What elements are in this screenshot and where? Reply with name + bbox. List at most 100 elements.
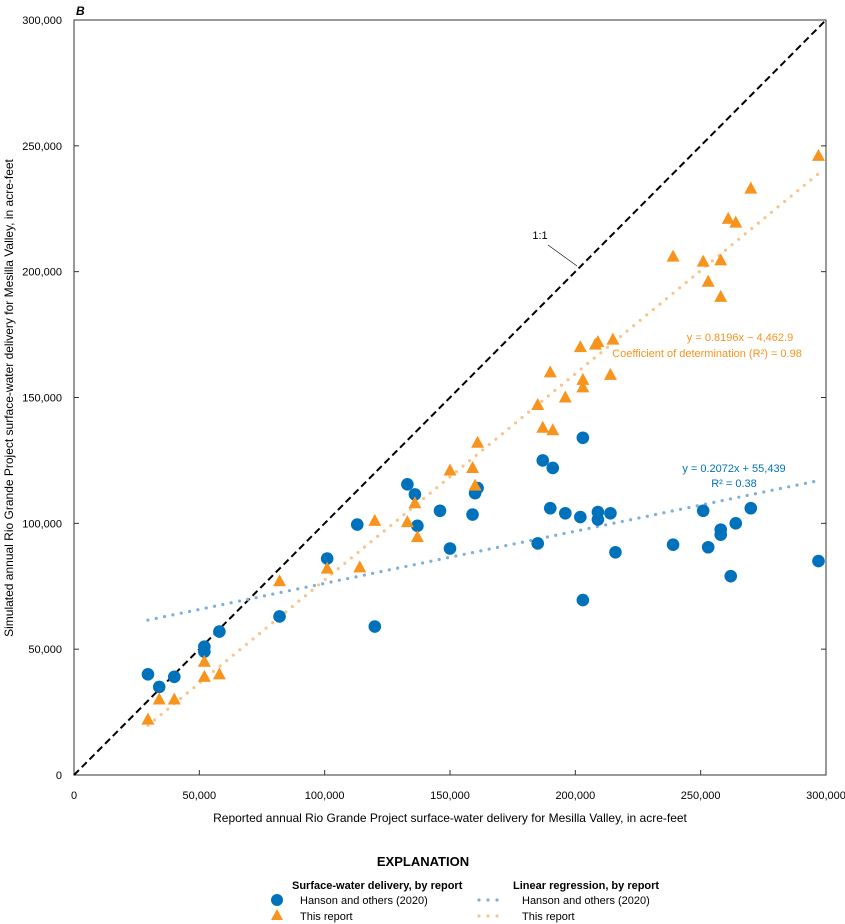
- regression-line: [146, 479, 821, 622]
- data-point-circle: [666, 538, 680, 552]
- data-point-circle: [609, 545, 622, 559]
- data-point-circle: [576, 431, 590, 445]
- legend-title: EXPLANATION: [377, 854, 469, 869]
- data-point-circle: [320, 552, 334, 565]
- data-point-triangle: [408, 496, 422, 509]
- data-point-circle: [198, 645, 211, 658]
- x-tick-label: 200,000: [555, 790, 595, 802]
- y-tick-label: 300,000: [22, 15, 62, 27]
- data-point-triangle: [531, 398, 545, 411]
- legend-triangle-marker: [271, 909, 283, 920]
- data-point-triangle: [141, 712, 155, 725]
- data-point-circle: [559, 506, 572, 520]
- data-point-triangle: [714, 289, 728, 302]
- x-tick-label: 150,000: [430, 790, 470, 802]
- data-point-circle: [350, 518, 364, 531]
- data-point-circle: [701, 540, 715, 554]
- data-point-circle: [443, 542, 457, 555]
- blue-equation: y = 0.2072x + 55,439: [682, 463, 785, 475]
- legend-markers-heading: Surface-water delivery, by report: [292, 880, 463, 892]
- data-point-circle: [543, 501, 557, 515]
- data-point-triangle: [167, 692, 181, 705]
- data-point-circle: [714, 528, 728, 541]
- data-point-triangle: [811, 148, 825, 161]
- data-point-circle: [167, 670, 181, 684]
- y-tick-label: 250,000: [22, 141, 62, 153]
- y-tick-label: 0: [56, 770, 62, 782]
- data-point-triangle: [558, 390, 572, 403]
- data-point-circle: [536, 454, 550, 467]
- data-point-circle: [408, 488, 422, 501]
- data-point-triangle: [729, 215, 743, 228]
- data-point-triangle: [576, 372, 590, 385]
- data-point-circle: [213, 625, 226, 638]
- data-point-triangle: [543, 365, 557, 378]
- data-point-circle: [466, 508, 479, 521]
- x-tick-label: 250,000: [681, 790, 721, 802]
- legend-orange-dotted-line: [477, 914, 499, 918]
- legend-entry-hanson-line: Hanson and others (2020): [522, 895, 650, 907]
- legend-entry-this-report-markers: This report: [300, 911, 353, 923]
- x-tick-label: 50,000: [183, 790, 217, 802]
- data-point-triangle: [152, 692, 166, 705]
- y-tick-label: 50,000: [28, 644, 62, 656]
- data-point-triangle: [471, 435, 485, 448]
- panel-label: B: [76, 4, 85, 18]
- data-point-circle: [531, 537, 545, 550]
- data-point-circle: [401, 478, 414, 491]
- data-point-circle: [812, 554, 825, 568]
- data-point-circle: [152, 680, 166, 694]
- data-point-triangle: [536, 420, 550, 433]
- one-to-one-line: [73, 19, 827, 776]
- data-point-circle: [411, 519, 424, 533]
- data-point-triangle: [400, 515, 414, 528]
- one-to-one-leader: [547, 244, 578, 267]
- data-point-triangle: [701, 274, 715, 287]
- legend-circle-marker: [271, 894, 283, 906]
- data-point-triangle: [573, 340, 587, 353]
- data-point-triangle: [443, 463, 457, 476]
- data-point-circle: [729, 517, 743, 530]
- data-point-circle: [576, 593, 590, 607]
- data-point-circle: [273, 610, 286, 623]
- x-tick-label: 100,000: [305, 790, 345, 802]
- orange-r2: Coefficient of determination (R²) = 0.98: [612, 348, 802, 360]
- y-tick-label: 100,000: [22, 518, 62, 530]
- data-point-circle: [744, 501, 758, 515]
- data-point-triangle: [353, 560, 367, 573]
- data-point-triangle: [197, 669, 211, 682]
- data-point-triangle: [603, 367, 617, 380]
- data-point-triangle: [466, 460, 480, 473]
- data-point-circle: [546, 461, 560, 475]
- data-point-circle: [141, 668, 155, 681]
- data-point-triangle: [368, 513, 382, 526]
- y-tick-label: 150,000: [22, 393, 62, 405]
- data-point-triangle: [721, 211, 735, 224]
- data-point-triangle: [273, 574, 287, 587]
- data-point-triangle: [320, 561, 334, 574]
- data-point-triangle: [197, 654, 211, 667]
- data-point-circle: [724, 569, 738, 583]
- data-point-triangle: [606, 332, 620, 345]
- data-point-triangle: [696, 254, 710, 267]
- legend-entry-this-report-line: This report: [522, 911, 575, 923]
- data-point-triangle: [714, 253, 728, 266]
- data-point-circle: [574, 510, 587, 524]
- x-axis-label: Reported annual Rio Grande Project surfa…: [213, 811, 687, 825]
- y-axis-label: Simulated annual Rio Grande Project surf…: [2, 158, 16, 636]
- regression-line: [146, 172, 821, 727]
- legend: EXPLANATION Surface-water delivery, by r…: [271, 854, 659, 923]
- data-point-circle: [368, 620, 382, 633]
- legend-entry-hanson-markers: Hanson and others (2020): [300, 895, 428, 907]
- one-to-one-label: 1:1: [532, 230, 547, 242]
- data-point-circle: [591, 505, 605, 519]
- data-point-triangle: [576, 380, 590, 393]
- blue-r2: R² = 0.38: [711, 478, 757, 490]
- data-point-circle: [433, 504, 447, 518]
- orange-equation: y = 0.8196x − 4,462.9: [687, 332, 793, 344]
- data-point-circle: [696, 504, 710, 518]
- data-point-triangle: [744, 181, 758, 194]
- y-tick-label: 200,000: [22, 267, 62, 279]
- data-point-triangle: [410, 530, 424, 543]
